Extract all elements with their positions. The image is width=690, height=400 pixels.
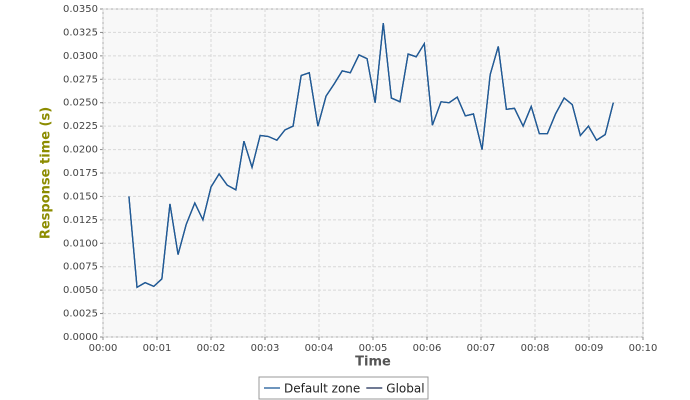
y-tick-label: 0.0250 (63, 98, 98, 109)
series-line (128, 22, 614, 289)
y-tick-label: 0.0100 (63, 238, 98, 249)
x-tick-label: 00:07 (467, 343, 496, 354)
legend (258, 376, 429, 400)
y-tick-label: 0.0350 (63, 4, 98, 15)
x-tick-label: 00:01 (143, 343, 172, 354)
x-tick-label: 00:06 (413, 343, 442, 354)
legend-label: Default zone (284, 382, 360, 396)
y-tick-label: 0.0300 (63, 51, 98, 62)
x-tick-label: 00:03 (251, 343, 280, 354)
y-tick-label: 0.0150 (63, 191, 98, 202)
y-tick-label: 0.0200 (63, 145, 98, 156)
y-tick-label: 0.0175 (63, 168, 98, 179)
x-tick-label: 00:05 (359, 343, 388, 354)
y-tick-label: 0.0325 (63, 27, 98, 38)
y-tick-label: 0.0275 (63, 74, 98, 85)
x-tick-label: 00:10 (629, 343, 658, 354)
y-tick-label: 0.0125 (63, 215, 98, 226)
x-axis-title: Time (355, 355, 391, 370)
y-tick-label: 0.0225 (63, 121, 98, 132)
x-tick-label: 00:00 (89, 343, 118, 354)
x-tick-label: 00:04 (305, 343, 334, 354)
y-axis-title: Response time (s) (39, 107, 54, 239)
y-tick-label: 0.0050 (63, 285, 98, 296)
y-tick-label: 0.0025 (63, 309, 98, 320)
x-tick-label: 00:08 (521, 343, 550, 354)
x-tick-label: 00:02 (197, 343, 226, 354)
y-tick-label: 0.0000 (63, 332, 98, 343)
legend-label: Global (386, 382, 424, 396)
x-tick-label: 00:09 (575, 343, 604, 354)
y-tick-label: 0.0075 (63, 262, 98, 273)
